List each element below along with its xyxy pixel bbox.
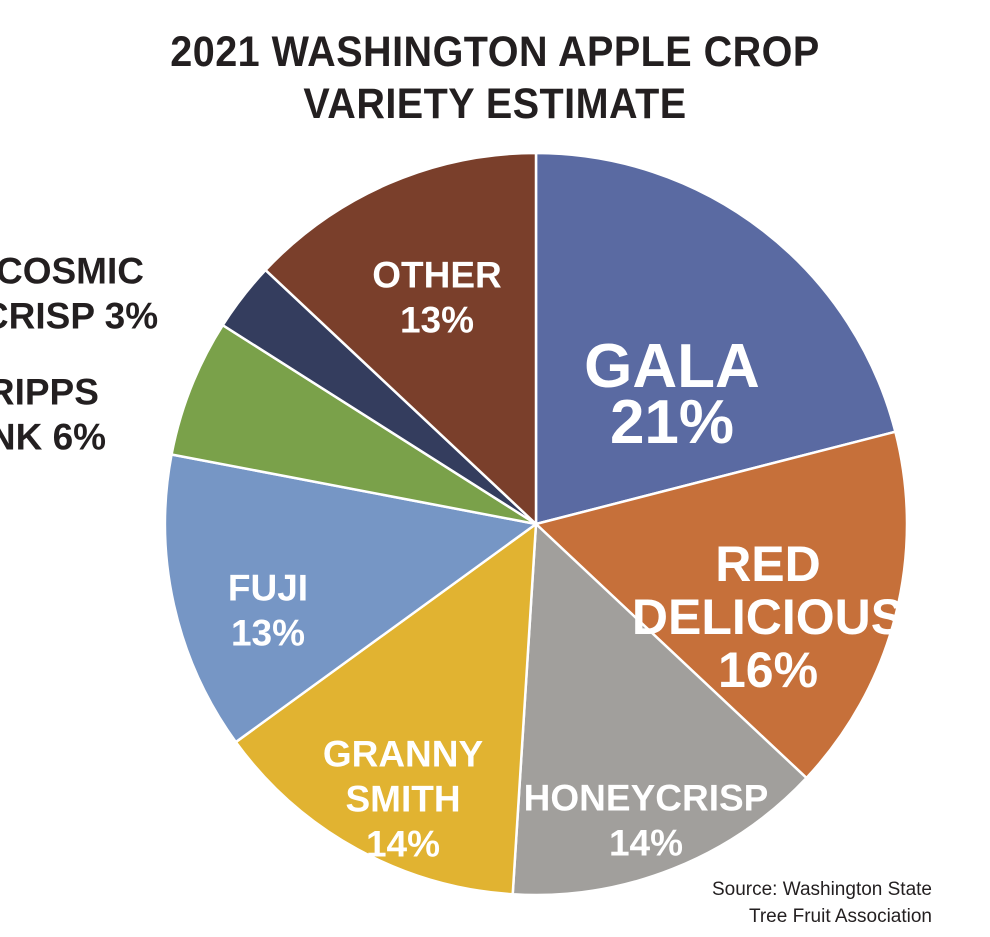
- slice-label-line: FUJI: [228, 567, 308, 608]
- pie-slice-honeycrisp: [511, 522, 808, 897]
- pie-slice-granny-smith: [234, 522, 538, 896]
- source-note: Source: Washington State Tree Fruit Asso…: [712, 876, 932, 930]
- slice-label-fuji: FUJI 13%: [228, 567, 308, 653]
- slice-label-line: HONEYCRISP: [524, 777, 769, 818]
- slice-label-line: PINK 6%: [0, 416, 106, 457]
- chart-title-line-2: VARIETY ESTIMATE: [303, 80, 687, 128]
- slice-label-red-delicious: RED DELICIOUS 16%: [632, 536, 904, 698]
- slice-label-line: CRIPPS: [0, 371, 99, 412]
- slice-label-line: 16%: [718, 642, 818, 698]
- slice-label-line: GALA: [584, 332, 760, 401]
- pie-slice-other: [264, 151, 538, 526]
- slice-label-granny-smith: GRANNY SMITH 14%: [323, 733, 484, 864]
- slice-label-line: RED: [715, 536, 821, 592]
- pie-slice-red-delicious: [534, 430, 909, 780]
- slice-label-line: COSMIC: [0, 250, 144, 291]
- slice-label-line: 21%: [610, 388, 734, 457]
- slice-label-honeycrisp: HONEYCRISP 14%: [524, 777, 769, 863]
- slice-label-line: 14%: [366, 823, 440, 864]
- slice-label-cosmic-crisp: COSMICCRISP 3%: [0, 250, 158, 336]
- slice-label-line: OTHER: [372, 254, 502, 295]
- slice-label-line: 13%: [400, 299, 474, 340]
- slice-label-line: 13%: [231, 612, 305, 653]
- slice-label-line: 14%: [609, 822, 683, 863]
- pie-slice-gala: [534, 151, 897, 526]
- slice-label-gala: GALA 21%: [584, 332, 760, 457]
- chart-title-line-1: 2021 WASHINGTON APPLE CROP: [170, 28, 820, 76]
- pie-slice-cripps-pink: [170, 323, 538, 526]
- slice-label-line: SMITH: [345, 778, 460, 819]
- source-line-2: Tree Fruit Association: [748, 906, 932, 927]
- slice-label-line: CRISP 3%: [0, 295, 158, 336]
- chart-title: 2021 WASHINGTON APPLE CROP VARIETY ESTIM…: [40, 26, 951, 130]
- pie-slice-fuji: [163, 453, 538, 744]
- slice-label-line: DELICIOUS: [632, 589, 904, 645]
- source-line-1: Source: Washington State: [711, 879, 932, 900]
- slice-label-other: OTHER 13%: [372, 254, 502, 340]
- slice-label-line: GRANNY: [323, 733, 484, 774]
- slice-label-cripps-pink: CRIPPSPINK 6%: [0, 371, 106, 457]
